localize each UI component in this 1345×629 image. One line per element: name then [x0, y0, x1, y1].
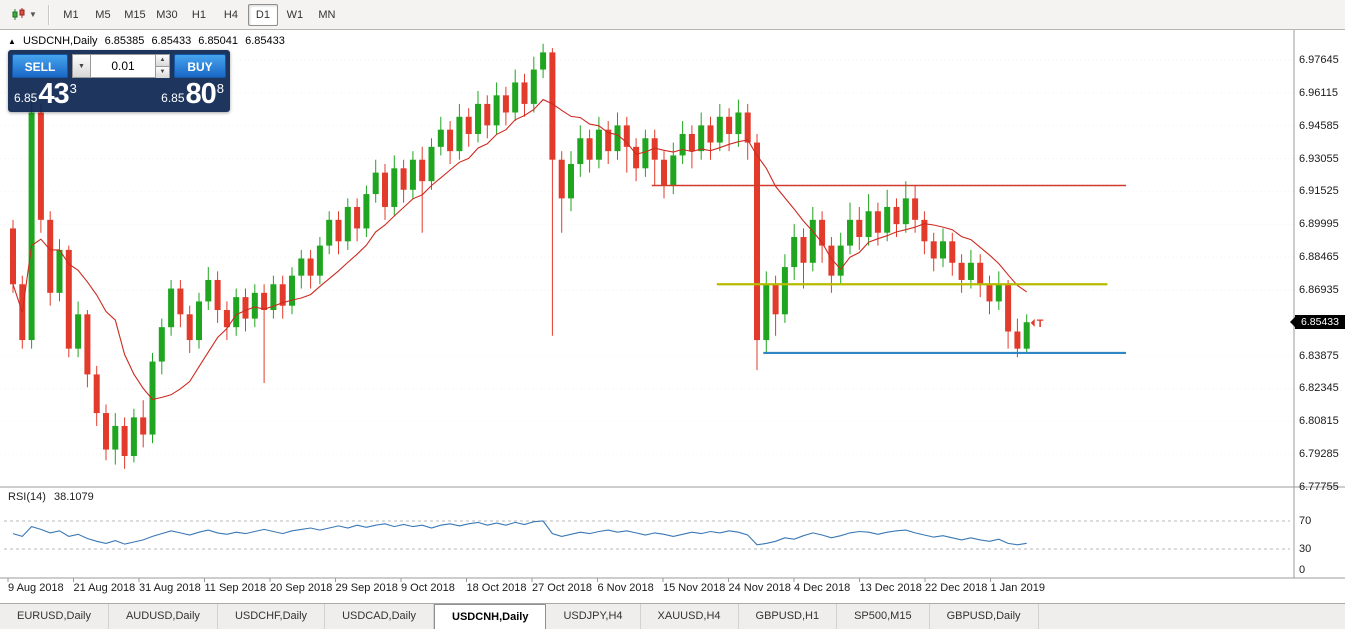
time-axis-label: 13 Dec 2018 [859, 582, 922, 594]
ohlc-open: 6.85385 [104, 35, 145, 47]
trade-marker: T [1037, 318, 1044, 330]
price-axis-label: 6.94585 [1299, 119, 1339, 132]
timeframe-w1-button[interactable]: W1 [286, 8, 304, 21]
time-axis-label: 21 Aug 2018 [73, 582, 136, 594]
time-axis-label: 1 Jan 2019 [990, 582, 1045, 594]
candlestick-chart-icon [12, 8, 25, 20]
trade-marker-arrow-icon [1030, 318, 1035, 327]
time-axis-label: 20 Sep 2018 [270, 582, 333, 594]
ask-price-prefix: 6.85 [161, 91, 185, 105]
timeframe-m5-button[interactable]: M5 [95, 8, 111, 21]
one-click-trading-panel: SELL ▼ 0.01 ▲ ▼ BUY 6.85 43 3 6.85 80 8 [8, 50, 230, 112]
chart-tab-xauusd-h4[interactable]: XAUUSD,H4 [641, 604, 739, 629]
volume-group: ▼ 0.01 ▲ ▼ [72, 54, 170, 78]
price-axis-label: 6.91525 [1299, 185, 1339, 198]
chart-tab-eurusd-daily[interactable]: EURUSD,Daily [0, 604, 109, 629]
dropdown-arrow-icon: ▼ [29, 10, 37, 19]
time-axis-label: 6 Nov 2018 [597, 582, 654, 594]
time-axis-label: 29 Sep 2018 [335, 582, 398, 594]
time-axis-label: 15 Nov 2018 [663, 582, 726, 594]
time-axis-label: 11 Sep 2018 [204, 582, 267, 594]
price-axis-label: 6.97645 [1299, 54, 1339, 66]
chart-type-dropdown-button[interactable]: ▼ [6, 4, 42, 26]
chart-tab-sp500-m15[interactable]: SP500,M15 [837, 604, 930, 629]
ohlc-high: 6.85433 [151, 35, 192, 47]
sell-button[interactable]: SELL [12, 54, 68, 78]
moving-average-line [12, 98, 1028, 401]
ask-price-pip: 8 [216, 81, 224, 96]
bid-price-prefix: 6.85 [14, 91, 38, 105]
time-axis-label: 9 Oct 2018 [401, 582, 455, 594]
volume-dropdown-button[interactable]: ▼ [72, 54, 90, 78]
ohlc-close: 6.85433 [245, 35, 285, 47]
price-axis-label: 6.77755 [1299, 481, 1339, 494]
bid-price-pip: 3 [69, 81, 77, 96]
timeframe-m1-button[interactable]: M1 [63, 8, 79, 21]
price-axis-label: 6.93055 [1299, 152, 1339, 165]
toolbar: ▼ M1 M5 M15 M30 H1 H4 D1 W1 MN [0, 0, 1345, 30]
price-axis-label: 6.88465 [1299, 251, 1339, 264]
buy-button[interactable]: BUY [174, 54, 226, 78]
chart-tab-audusd-daily[interactable]: AUDUSD,Daily [109, 604, 218, 629]
time-axis-label: 9 Aug 2018 [8, 582, 64, 594]
volume-stepper: ▲ ▼ [156, 54, 170, 78]
timeframe-mn-button[interactable]: MN [318, 8, 336, 21]
price-axis-label: 6.86935 [1299, 283, 1339, 296]
timeframe-h4-button[interactable]: H4 [223, 8, 238, 21]
chart-symbol-period: USDCNH,Daily [22, 35, 98, 47]
price-axis-label: 6.80815 [1299, 415, 1339, 428]
ask-price-main: 80 [185, 78, 217, 110]
rsi-scale-label: 30 [1299, 543, 1312, 555]
chart-canvas[interactable]: T [0, 30, 1345, 603]
price-axis-label: 6.83875 [1299, 349, 1339, 362]
one-click-collapse-icon[interactable]: ▲ [8, 37, 16, 46]
bid-price: 6.85 43 3 [14, 79, 77, 109]
price-axis-label: 6.79285 [1299, 448, 1339, 461]
timeframe-d1-button[interactable]: D1 [247, 3, 278, 26]
time-axis-label: 27 Oct 2018 [532, 582, 592, 594]
price-axis-label: 6.96115 [1299, 86, 1338, 99]
ohlc-low: 6.85041 [198, 35, 239, 47]
time-axis-label: 31 Aug 2018 [139, 582, 201, 594]
rsi-value: 38.1079 [53, 491, 94, 503]
volume-step-down-button[interactable]: ▼ [156, 67, 169, 78]
rsi-scale-label: 70 [1299, 515, 1312, 527]
rsi-scale-label: 0 [1299, 564, 1306, 576]
timeframe-m15-button[interactable]: M15 [124, 8, 146, 21]
current-price-tag: 6.85433 [1290, 315, 1345, 329]
ask-price: 6.85 80 8 [161, 79, 224, 109]
time-axis-label: 4 Dec 2018 [794, 582, 851, 594]
price-axis-label: 6.82345 [1299, 382, 1339, 395]
chart-tab-gbpusd-daily[interactable]: GBPUSD,Daily [930, 604, 1039, 629]
chart-tab-usdchf-daily[interactable]: USDCHF,Daily [218, 604, 326, 629]
toolbar-separator [47, 4, 49, 25]
time-axis-label: 22 Dec 2018 [925, 582, 988, 594]
chart-tab-usdjpy-h4[interactable]: USDJPY,H4 [546, 604, 641, 629]
bid-price-main: 43 [38, 78, 69, 110]
volume-step-up-button[interactable]: ▲ [156, 55, 169, 67]
candlestick-series [10, 43, 1030, 469]
ohlc-readout: ▲ USDCNH,Daily 6.85385 6.85433 6.85041 6… [8, 35, 289, 47]
chart-tab-gbpusd-h1[interactable]: GBPUSD,H1 [739, 604, 838, 629]
price-axis-label: 6.89995 [1299, 218, 1339, 231]
chart-tab-usdcnh-daily[interactable]: USDCNH,Daily [434, 604, 547, 629]
rsi-line [12, 520, 1027, 546]
rsi-indicator-label: RSI(14) 38.1079 [8, 491, 99, 503]
rsi-name: RSI(14) [8, 491, 46, 503]
chart-tab-bar: EURUSD,Daily AUDUSD,Daily USDCHF,Daily USDC… [0, 603, 1345, 629]
time-axis-label: 24 Nov 2018 [728, 582, 791, 594]
timeframe-h1-button[interactable]: H1 [191, 8, 206, 21]
chart-area: T ▲ USDCNH,Daily 6.85385 6.85433 6.85041… [0, 30, 1345, 603]
chart-tab-usdcad-daily[interactable]: USDCAD,Daily [325, 604, 435, 629]
volume-input[interactable]: 0.01 [90, 54, 156, 78]
timeframe-m30-button[interactable]: M30 [156, 8, 178, 21]
time-axis-label: 18 Oct 2018 [466, 582, 527, 594]
